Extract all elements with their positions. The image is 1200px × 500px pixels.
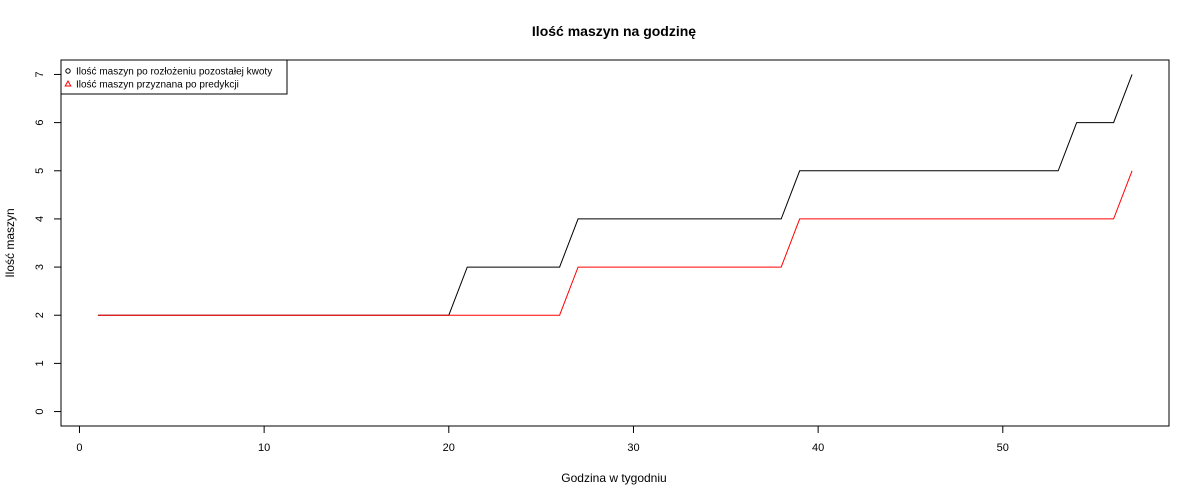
- x-tick-label: 10: [258, 442, 270, 454]
- series-layer: [97, 74, 1133, 316]
- y-tick-label: 6: [34, 120, 46, 126]
- x-tick-label: 20: [443, 442, 455, 454]
- x-tick-label: 30: [627, 442, 639, 454]
- y-tick-label: 0: [34, 408, 46, 414]
- legend-marker-circle: [65, 68, 71, 74]
- x-tick-label: 0: [76, 442, 82, 454]
- x-tick-label: 50: [997, 442, 1009, 454]
- x-tick-label: 40: [812, 442, 824, 454]
- x-axis-title: Godzina w tygodniu: [561, 471, 666, 485]
- y-tick-label: 7: [34, 71, 46, 77]
- x-axis: 0 10 20 30 40 50: [76, 425, 1009, 454]
- chart-title: Ilość maszyn na godzinę: [532, 23, 696, 39]
- y-axis-title: Ilość maszyn: [3, 208, 17, 277]
- legend-entry-2: Ilość maszyn przyznana po predykcji: [76, 80, 239, 91]
- plot-area: [60, 59, 1170, 427]
- y-tick-label: 2: [34, 312, 46, 318]
- legend: Ilość maszyn po rozłożeniu pozostałej kw…: [60, 59, 288, 95]
- legend-entry-1: Ilość maszyn po rozłożeniu pozostałej kw…: [76, 67, 272, 78]
- y-tick-label: 4: [34, 216, 46, 222]
- y-tick-label: 5: [34, 168, 46, 174]
- y-axis: 0 1 2 3 4 5 6 7: [34, 71, 62, 415]
- y-tick-label: 1: [34, 360, 46, 366]
- series-line-1: [97, 74, 1133, 316]
- legend-marker-triangle: [64, 79, 72, 87]
- legend-box: [60, 59, 288, 95]
- series-line-2: [97, 170, 1133, 316]
- y-tick-label: 3: [34, 264, 46, 270]
